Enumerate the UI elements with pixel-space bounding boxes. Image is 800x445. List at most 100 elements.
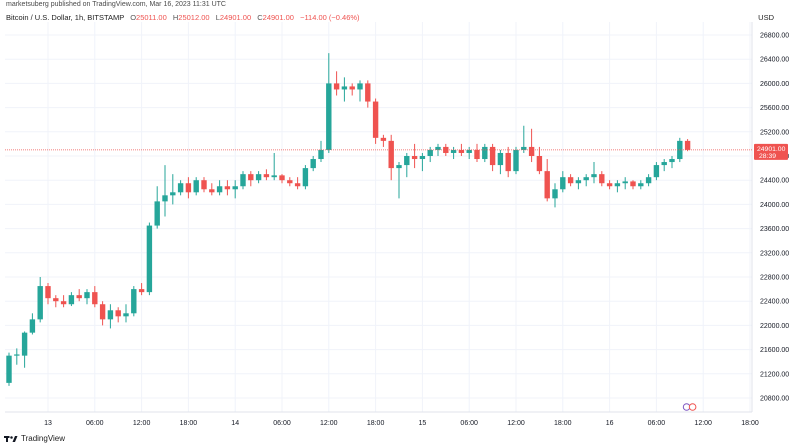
candle-body [53,298,59,302]
x-tick-label: 18:00 [180,420,198,427]
candle-body [661,162,667,166]
candle-body [209,189,215,193]
candle-body [560,177,566,190]
candle-body [185,183,192,193]
candle-body [575,180,582,184]
candle-body [466,149,472,153]
candle-body [232,186,238,190]
y-tick-label: 25600.00 [760,105,789,112]
candle-body [216,186,223,193]
candle-body [224,186,231,190]
candle-body [365,83,371,102]
y-tick-label: 26400.00 [760,57,789,64]
last-price-countdown: 28:39 [759,153,776,160]
candle-body [107,310,114,320]
candle-body [193,180,199,193]
x-tick-label: 18:00 [367,420,385,427]
candle-body [567,177,574,184]
footer-brand-text: TradingView [21,434,66,443]
candle-body [294,183,301,187]
candle-body [427,149,433,156]
y-tick-label: 26800.00 [760,33,789,40]
currency-label: USD [758,13,774,22]
publisher-header: marketsuberg published on TradingView.co… [6,1,226,8]
y-tick-label: 21200.00 [760,371,789,378]
candle-body [599,174,605,184]
candle-body [396,165,402,169]
candle-body [60,301,67,305]
candle-body [583,177,589,181]
candle-body [614,183,621,187]
candle-body [318,149,324,160]
y-tick-label: 24400.00 [760,178,789,185]
candle-body [669,159,675,163]
candle-body [411,156,418,160]
y-tick-label: 22800.00 [760,275,789,282]
x-tick-label: 14 [231,420,239,427]
x-tick-label: 06:00 [273,420,291,427]
y-tick-label: 22000.00 [760,323,789,330]
candle-body [92,292,98,305]
candle-body [248,174,254,181]
open-value: 25011.00 [136,13,167,22]
candle-body [419,156,426,160]
low-value: 24901.00 [219,13,252,22]
candle-body [162,195,168,202]
candle-body [255,174,262,181]
y-tick-label: 23200.00 [760,250,789,257]
candle-body [84,292,90,299]
candle-body [404,156,410,166]
candle-body [201,180,207,190]
candle-body [170,192,176,196]
candle-body [544,171,550,199]
open-label: O [130,13,137,22]
candle-body [341,86,348,90]
candle-body [99,304,106,320]
candle-body [29,319,36,333]
candle-body [326,83,332,150]
candle-body [154,201,160,226]
candle-body [310,159,316,169]
candle-body [115,310,121,317]
candle-body [357,83,363,90]
candle-body [450,149,457,153]
tradingview-logo-icon [4,435,18,442]
x-tick-label: 12:00 [694,420,712,427]
x-tick-label: 06:00 [86,420,104,427]
candle-body [458,149,465,153]
x-tick-label: 12:00 [133,420,151,427]
candle-body [474,149,480,160]
y-tick-label: 25200.00 [760,129,789,136]
candle-body [123,313,129,317]
candle-body [645,177,652,184]
footer-brand: TradingView [4,434,65,443]
x-tick-label: 12:00 [507,420,525,427]
symbol-title: Bitcoin / U.S. Dollar, 1h, BITSTAMP [6,13,125,22]
candle-body [146,225,153,293]
candle-body [435,146,441,150]
x-tick-label: 12:00 [320,420,338,427]
candle-body [482,146,488,160]
candle-body [21,332,28,356]
candle-body [177,183,184,193]
candle-body [606,183,613,187]
candle-body [37,286,43,320]
candle-body [684,140,691,150]
symbol-legend: Bitcoin / U.S. Dollar, 1h, BITSTAMP O250… [6,13,360,22]
x-tick-label: 15 [419,420,427,427]
candle-body [14,354,20,356]
candle-body [6,355,12,383]
last-price-badge [754,143,788,160]
candle-body [552,189,558,199]
candle-body [380,137,387,141]
candle-body [653,165,660,178]
candle-body [271,175,277,178]
y-tick-label: 20800.00 [760,396,789,403]
y-tick-label: 21600.00 [760,347,789,354]
x-tick-label: 18:00 [554,420,572,427]
x-tick-label: 18:00 [741,420,759,427]
y-tick-label: 24000.00 [760,202,789,209]
candle-body [349,86,355,90]
x-tick-label: 13 [44,420,52,427]
